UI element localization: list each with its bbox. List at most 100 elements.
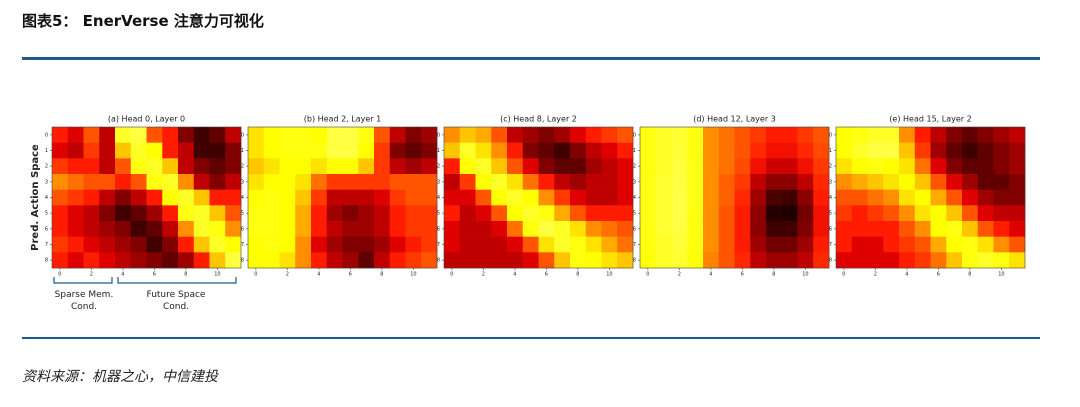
heat-cell [601, 205, 618, 222]
heat-cell [883, 189, 900, 206]
heat-cell [209, 189, 226, 206]
heat-cell [162, 205, 179, 222]
heat-cell [311, 158, 328, 175]
panel-title: (d) Head 12, Layer 3 [693, 115, 776, 124]
heat-cell [358, 127, 375, 143]
heat-cell [655, 189, 672, 206]
heat-cell [883, 158, 900, 175]
heat-cell [851, 236, 868, 253]
heat-cell [193, 236, 210, 253]
heat-cell [279, 189, 296, 206]
heat-cell [538, 158, 555, 175]
heat-cell [914, 174, 931, 190]
heat-cell [946, 221, 963, 237]
heat-cell [930, 174, 947, 190]
y-tick-label: 7 [45, 242, 48, 248]
heat-cell [421, 205, 438, 222]
heat-cell [115, 236, 132, 253]
heat-cell [836, 252, 853, 269]
y-tick-label: 7 [437, 242, 440, 248]
heat-cell [115, 252, 132, 269]
heat-cell [640, 127, 657, 143]
heat-cell [115, 221, 132, 237]
heat-cell [617, 174, 634, 190]
heat-cell [617, 158, 634, 175]
heat-cell [225, 252, 242, 269]
heat-cell [326, 236, 343, 253]
heat-cell [209, 252, 226, 269]
heat-cell [640, 158, 657, 175]
heat-cell [570, 158, 587, 175]
heat-cell [703, 142, 720, 159]
heat-cell [851, 127, 868, 143]
heat-cell [718, 236, 735, 253]
heat-cell [146, 158, 163, 175]
heat-cell [279, 142, 296, 159]
heat-cell [718, 205, 735, 222]
heat-cell [601, 158, 618, 175]
y-tick-label: 8 [633, 258, 636, 264]
heat-cell [405, 236, 422, 253]
heat-cell [977, 236, 994, 253]
heat-cell [248, 189, 265, 206]
heat-cell [601, 252, 618, 269]
heat-cell [491, 158, 508, 175]
y-tick-label: 3 [45, 179, 48, 185]
heat-cell [750, 127, 767, 143]
y-tick-label: 7 [829, 242, 832, 248]
heat-cell [279, 127, 296, 143]
heat-cell [358, 174, 375, 190]
y-tick-label: 7 [633, 242, 636, 248]
y-tick-label: 2 [437, 164, 440, 170]
heat-cell [781, 236, 798, 253]
heat-cell [554, 236, 571, 253]
x-tick-label: 4 [513, 272, 516, 278]
heat-cell [459, 205, 476, 222]
heat-cell [389, 236, 406, 253]
heat-cell [687, 142, 704, 159]
heat-cell [225, 174, 242, 190]
heat-cell [421, 221, 438, 237]
heat-cell [295, 236, 312, 253]
heat-cell [225, 142, 242, 159]
heat-cell [178, 127, 195, 143]
top-rule [22, 57, 1040, 60]
heat-cell [421, 142, 438, 159]
x-tick-label: 10 [998, 272, 1004, 278]
heat-cell [311, 205, 328, 222]
heat-cell [718, 127, 735, 143]
heat-cell [99, 189, 116, 206]
heat-cell [146, 205, 163, 222]
panel-title: (e) Head 15, Layer 2 [889, 115, 971, 124]
heat-cell [178, 174, 195, 190]
heat-cell [585, 221, 602, 237]
heat-cell [766, 174, 783, 190]
heat-cell [83, 127, 100, 143]
heat-cell [342, 142, 359, 159]
heat-cell [248, 158, 265, 175]
heat-cell [554, 158, 571, 175]
heat-cell [993, 205, 1010, 222]
heat-cell [977, 127, 994, 143]
heat-cell [162, 174, 179, 190]
heat-cell [750, 221, 767, 237]
y-axis-label: Pred. Action Space [30, 144, 41, 251]
heat-cell [475, 252, 492, 269]
x-tick-label: 8 [380, 272, 383, 278]
heat-cell [640, 205, 657, 222]
heat-cell [193, 158, 210, 175]
heat-cell [570, 142, 587, 159]
y-tick-label: 1 [241, 148, 244, 154]
heat-cell [766, 189, 783, 206]
heat-cell [570, 236, 587, 253]
heat-cell [836, 221, 853, 237]
heat-cell [718, 221, 735, 237]
heat-cell [193, 189, 210, 206]
heat-cell [52, 127, 69, 143]
heat-cell [326, 127, 343, 143]
heat-cell [326, 252, 343, 269]
x-tick-label: 2 [286, 272, 289, 278]
y-tick-label: 0 [241, 132, 244, 138]
heat-cell [655, 236, 672, 253]
heat-cell [459, 189, 476, 206]
